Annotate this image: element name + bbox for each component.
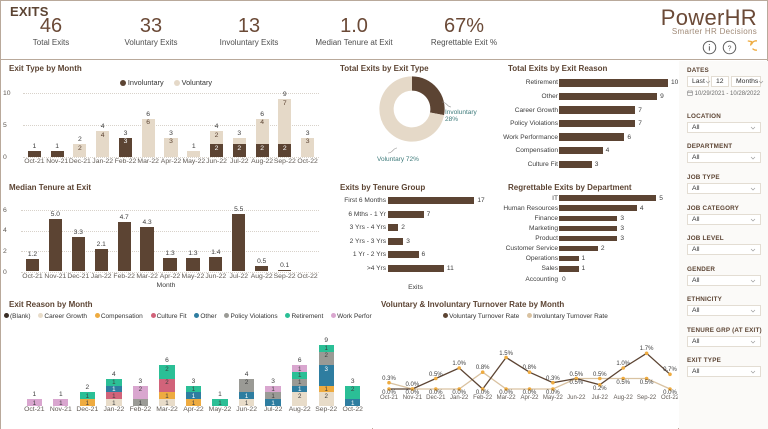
svg-text:?: ? [727, 45, 731, 52]
